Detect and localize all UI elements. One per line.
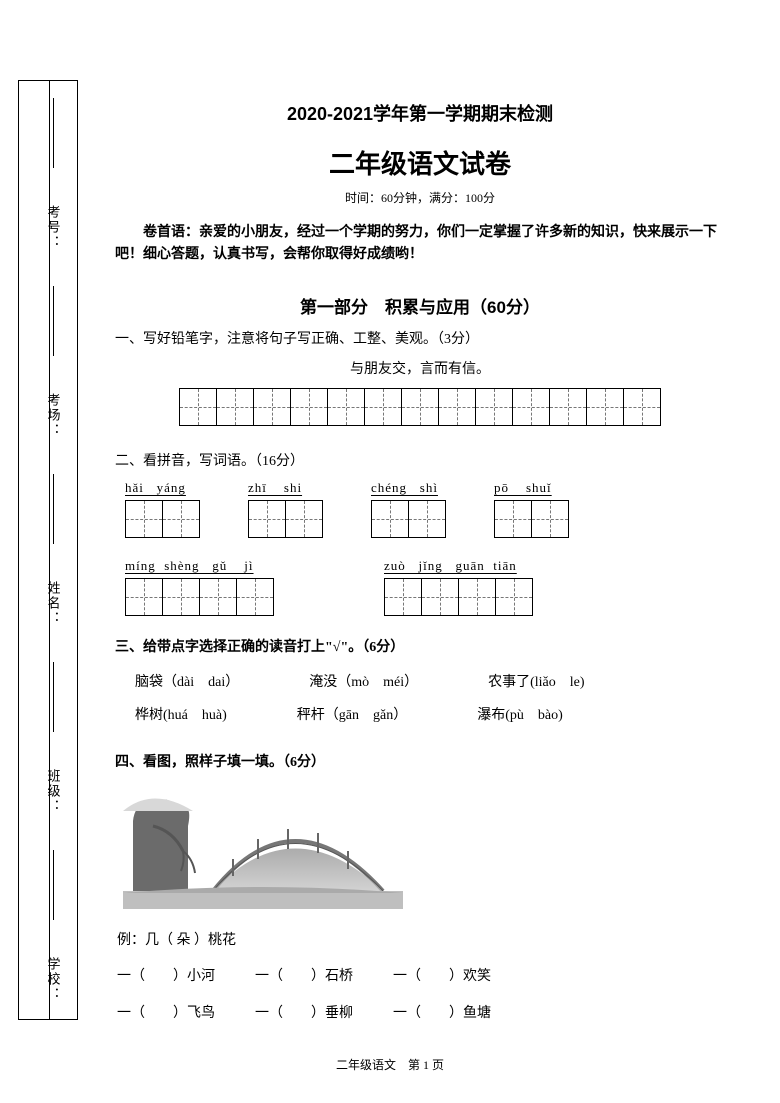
q2-row2: míng shèng gǔ jì zuò jǐng guān tiān bbox=[125, 558, 725, 616]
pinyin-text: zhī shi bbox=[248, 480, 302, 496]
q3-content: 脑袋（dài dai）淹没（mò méi）农事了(liǎo le)桦树(huá … bbox=[135, 666, 725, 733]
pinyin-group: zuò jǐng guān tiān bbox=[384, 558, 533, 616]
binding-line bbox=[53, 474, 54, 544]
binding-label: 班级： bbox=[44, 769, 63, 814]
tian-cell bbox=[285, 500, 323, 538]
tian-cell bbox=[421, 578, 459, 616]
tian-cell bbox=[623, 388, 661, 426]
intro-text: 卷首语：亲爱的小朋友，经过一个学期的努力，你们一定掌握了许多新的知识，快来展示一… bbox=[115, 222, 725, 267]
q4-item: 一（ ）石桥 bbox=[255, 959, 353, 995]
q4-item: 一（ ）飞鸟 bbox=[117, 996, 215, 1032]
tian-cell bbox=[236, 578, 274, 616]
pinyin-cells bbox=[248, 500, 323, 538]
pinyin-cells bbox=[125, 500, 200, 538]
q3-row: 脑袋（dài dai） 淹没（mò méi） 农事了(liǎo le) bbox=[135, 666, 725, 700]
q3-item: 秤杆（gān gǎn） bbox=[297, 699, 407, 733]
timing-info: 时间：60分钟，满分：100分 bbox=[115, 189, 725, 206]
pinyin-group: chéng shì bbox=[371, 480, 446, 538]
q4-illustration bbox=[123, 781, 403, 911]
tian-cell bbox=[371, 500, 409, 538]
binding-label: 姓名： bbox=[44, 581, 63, 626]
q3-item: 桦树(huá huà) bbox=[135, 699, 227, 733]
q4-content: 例：几（ 朵 ）桃花 一（ ）小河 一（ ）石桥 一（ ）欢笑一（ ）飞鸟 一（ ）垂… bbox=[117, 923, 725, 1032]
q4-heading: 四、看图，照样子填一填。（6分） bbox=[115, 751, 725, 771]
tian-cell bbox=[531, 500, 569, 538]
tian-cell bbox=[327, 388, 365, 426]
tian-cell bbox=[253, 388, 291, 426]
tian-cell bbox=[384, 578, 422, 616]
pinyin-text: míng shèng gǔ jì bbox=[125, 558, 254, 574]
q2-row1: hǎi yáng zhī shi chéng shì pō shuǐ bbox=[125, 480, 725, 538]
pinyin-group: zhī shi bbox=[248, 480, 323, 538]
page-content: 2020-2021学年第一学期期末检测 二年级语文试卷 时间：60分钟，满分：1… bbox=[115, 100, 725, 1032]
pinyin-text: zuò jǐng guān tiān bbox=[384, 558, 517, 574]
binding-line bbox=[53, 286, 54, 356]
paper-title: 二年级语文试卷 bbox=[115, 144, 725, 181]
q3-item: 瀑布(pù bào) bbox=[477, 699, 563, 733]
q4-example: 例：几（ 朵 ）桃花 bbox=[117, 923, 725, 959]
binding-line bbox=[53, 662, 54, 732]
tian-cell bbox=[364, 388, 402, 426]
q3-row: 桦树(huá huà) 秤杆（gān gǎn） 瀑布(pù bào) bbox=[135, 699, 725, 733]
binding-label: 考场： bbox=[44, 393, 63, 438]
tian-cell bbox=[199, 578, 237, 616]
pinyin-text: hǎi yáng bbox=[125, 480, 186, 496]
q1-sentence: 与朋友交，言而有信。 bbox=[115, 358, 725, 378]
tian-cell bbox=[290, 388, 328, 426]
page-footer: 二年级语文 第 1 页 bbox=[0, 1056, 780, 1073]
tian-cell bbox=[408, 500, 446, 538]
tian-cell bbox=[162, 578, 200, 616]
pinyin-group: hǎi yáng bbox=[125, 480, 200, 538]
pinyin-cells bbox=[494, 500, 569, 538]
q4-row: 一（ ）飞鸟 一（ ）垂柳 一（ ）鱼塘 bbox=[117, 996, 725, 1032]
q4-item: 一（ ）欢笑 bbox=[393, 959, 491, 995]
binding-labels: 学校： 班级： 姓名： 考场： 考号： bbox=[38, 80, 68, 1020]
pinyin-group: pō shuǐ bbox=[494, 480, 569, 538]
binding-line bbox=[53, 850, 54, 920]
tian-cell bbox=[586, 388, 624, 426]
tian-cell bbox=[494, 500, 532, 538]
tian-cell bbox=[549, 388, 587, 426]
binding-label: 考号： bbox=[44, 205, 63, 250]
tian-cell bbox=[512, 388, 550, 426]
exam-title: 2020-2021学年第一学期期末检测 bbox=[115, 100, 725, 126]
tian-cell bbox=[125, 500, 163, 538]
tian-cell bbox=[216, 388, 254, 426]
pinyin-group: míng shèng gǔ jì bbox=[125, 558, 274, 616]
part1-title: 第一部分 积累与应用（60分） bbox=[115, 293, 725, 318]
tian-cell bbox=[248, 500, 286, 538]
q1-heading: 一、写好铅笔字，注意将句子写正确、工整、美观。（3分） bbox=[115, 328, 725, 348]
tian-cell bbox=[438, 388, 476, 426]
q4-item: 一（ ）垂柳 bbox=[255, 996, 353, 1032]
pinyin-cells bbox=[384, 578, 533, 616]
pinyin-cells bbox=[125, 578, 274, 616]
q4-item: 一（ ）鱼塘 bbox=[393, 996, 491, 1032]
tian-cell bbox=[179, 388, 217, 426]
tian-cell bbox=[458, 578, 496, 616]
q3-item: 淹没（mò méi） bbox=[309, 666, 418, 700]
tian-cell bbox=[162, 500, 200, 538]
q4-item: 一（ ）小河 bbox=[117, 959, 215, 995]
q2-heading: 二、看拼音，写词语。（16分） bbox=[115, 450, 725, 470]
q1-grid bbox=[115, 388, 725, 426]
q4-row: 一（ ）小河 一（ ）石桥 一（ ）欢笑 bbox=[117, 959, 725, 995]
q3-heading: 三、给带点字选择正确的读音打上"√"。（6分） bbox=[115, 636, 725, 656]
pinyin-text: pō shuǐ bbox=[494, 480, 552, 496]
q3-item: 农事了(liǎo le) bbox=[488, 666, 584, 700]
tian-cell bbox=[401, 388, 439, 426]
pinyin-cells bbox=[371, 500, 446, 538]
binding-line bbox=[53, 98, 54, 168]
tian-cell bbox=[495, 578, 533, 616]
tian-cell bbox=[125, 578, 163, 616]
pinyin-text: chéng shì bbox=[371, 480, 438, 496]
tian-cell bbox=[475, 388, 513, 426]
binding-label: 学校： bbox=[44, 957, 63, 1002]
q3-item: 脑袋（dài dai） bbox=[135, 666, 239, 700]
